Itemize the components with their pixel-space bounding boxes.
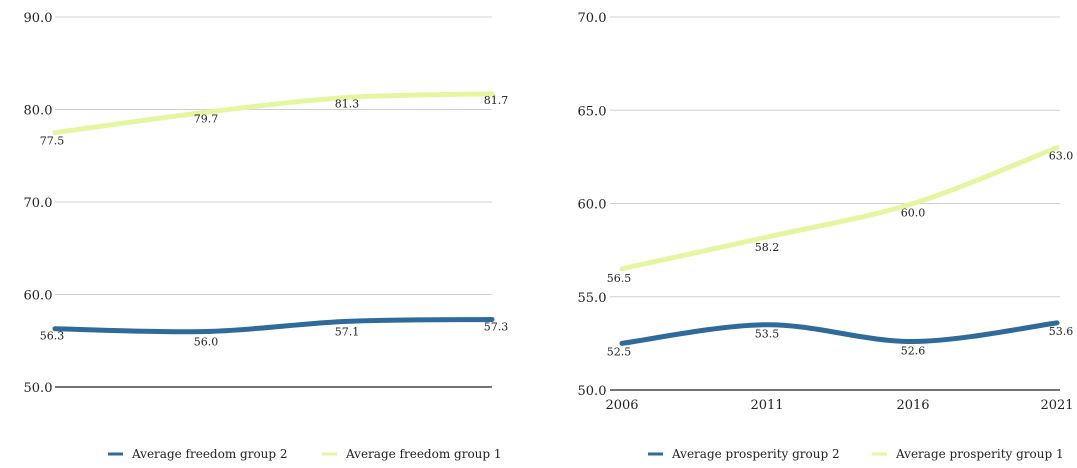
- y-tick-freedom-50.0: 50.0: [24, 381, 53, 396]
- data-label-prosperity-group-1-0: 56.5: [607, 272, 632, 285]
- data-label-freedom-group-1-2: 81.3: [335, 97, 360, 110]
- x-tick-prosperity-2006: 2006: [605, 398, 638, 413]
- data-label-prosperity-group-1-1: 58.2: [755, 241, 780, 254]
- series-line-prosperity-group-1: [619, 145, 1060, 272]
- y-tick-freedom-90.0: 90.0: [24, 11, 53, 26]
- data-label-freedom-group-2-1: 56.0: [194, 336, 219, 349]
- series-line-prosperity-group-2: [619, 320, 1060, 346]
- data-label-freedom-group-1-3: 81.7: [484, 94, 509, 107]
- data-label-freedom-group-1-0: 77.5: [40, 135, 65, 148]
- y-tick-prosperity-55.0: 55.0: [578, 291, 607, 306]
- series-line-freedom-group-2: [52, 316, 495, 335]
- legend-label-prosperity-group-2: Average prosperity group 2: [671, 447, 840, 461]
- legend-label-freedom-group-1: Average freedom group 1: [345, 447, 502, 461]
- data-label-prosperity-group-1-2: 60.0: [901, 207, 926, 220]
- y-tick-freedom-80.0: 80.0: [24, 104, 53, 119]
- y-tick-prosperity-50.0: 50.0: [578, 384, 607, 399]
- data-label-freedom-group-1-1: 79.7: [194, 112, 219, 125]
- data-label-prosperity-group-2-1: 53.5: [755, 328, 780, 341]
- legend-label-freedom-group-2: Average freedom group 2: [131, 447, 288, 461]
- data-label-prosperity-group-2-3: 53.6: [1049, 325, 1074, 338]
- data-label-freedom-group-2-0: 56.3: [40, 330, 65, 343]
- series-line-freedom-group-1: [52, 91, 495, 136]
- data-label-prosperity-group-2-0: 52.5: [607, 345, 632, 358]
- x-tick-prosperity-2021: 2021: [1040, 398, 1073, 413]
- y-tick-prosperity-60.0: 60.0: [578, 198, 607, 213]
- data-label-prosperity-group-1-3: 63.0: [1049, 150, 1074, 163]
- x-tick-prosperity-2011: 2011: [750, 398, 783, 413]
- data-label-freedom-group-2-2: 57.1: [335, 325, 360, 338]
- data-label-freedom-group-2-3: 57.3: [484, 320, 509, 333]
- y-tick-prosperity-65.0: 65.0: [578, 104, 607, 119]
- x-tick-prosperity-2016: 2016: [896, 398, 929, 413]
- y-tick-freedom-60.0: 60.0: [24, 289, 53, 304]
- legend-label-prosperity-group-1: Average prosperity group 1: [895, 447, 1064, 461]
- data-label-prosperity-group-2-2: 52.6: [901, 345, 926, 358]
- y-tick-prosperity-70.0: 70.0: [578, 11, 607, 26]
- y-tick-freedom-70.0: 70.0: [24, 196, 53, 211]
